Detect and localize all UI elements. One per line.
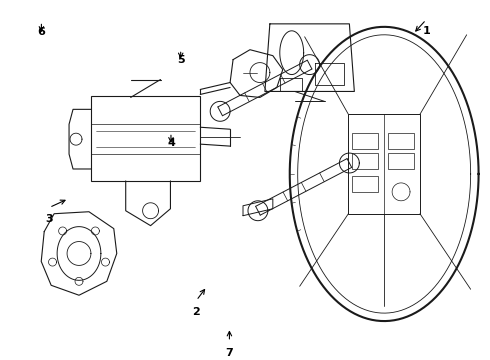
Bar — [352, 133, 378, 149]
Text: 4: 4 — [167, 138, 175, 148]
Text: 1: 1 — [422, 26, 430, 36]
Bar — [91, 96, 200, 181]
Text: 7: 7 — [225, 348, 233, 358]
Bar — [352, 176, 378, 192]
Text: 2: 2 — [193, 307, 200, 316]
Text: 3: 3 — [46, 213, 53, 224]
Text: 6: 6 — [37, 27, 46, 37]
Text: 5: 5 — [177, 55, 185, 66]
Bar — [388, 133, 414, 149]
Bar — [388, 153, 414, 169]
Bar — [348, 114, 420, 214]
Bar — [352, 153, 378, 169]
